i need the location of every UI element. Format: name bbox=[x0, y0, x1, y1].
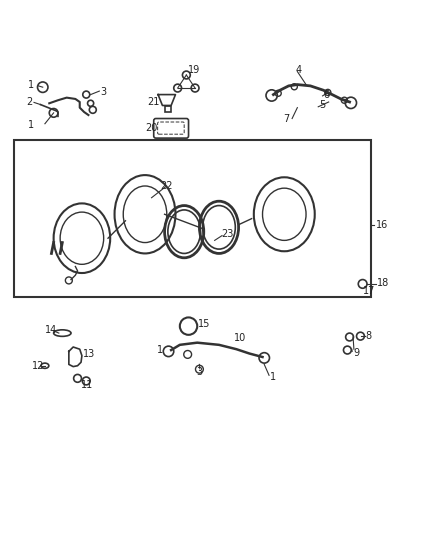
Polygon shape bbox=[69, 347, 82, 367]
Text: 5: 5 bbox=[319, 100, 325, 110]
Text: 16: 16 bbox=[376, 220, 388, 230]
Text: 13: 13 bbox=[83, 350, 95, 359]
Text: 4: 4 bbox=[295, 65, 301, 75]
Bar bbox=[165, 107, 171, 112]
Text: 17: 17 bbox=[363, 286, 375, 296]
Text: 1: 1 bbox=[270, 373, 276, 383]
Text: 3: 3 bbox=[196, 367, 202, 377]
Bar bbox=[14, 140, 371, 297]
Text: 1: 1 bbox=[28, 119, 35, 130]
FancyBboxPatch shape bbox=[154, 118, 188, 138]
Text: 15: 15 bbox=[198, 319, 211, 329]
Text: 2: 2 bbox=[26, 98, 32, 108]
Text: 6: 6 bbox=[323, 90, 329, 100]
Text: 18: 18 bbox=[377, 278, 389, 288]
Text: 1: 1 bbox=[157, 345, 163, 355]
FancyBboxPatch shape bbox=[158, 122, 184, 134]
Text: 10: 10 bbox=[234, 333, 247, 343]
Text: 12: 12 bbox=[32, 361, 44, 371]
Text: 21: 21 bbox=[147, 97, 159, 107]
Text: 23: 23 bbox=[221, 229, 233, 239]
Text: 19: 19 bbox=[187, 65, 200, 75]
Text: 9: 9 bbox=[353, 348, 359, 358]
Text: 3: 3 bbox=[101, 86, 107, 96]
Text: 14: 14 bbox=[45, 325, 57, 335]
Text: 7: 7 bbox=[283, 114, 290, 124]
Text: 22: 22 bbox=[160, 181, 173, 191]
Text: 11: 11 bbox=[81, 380, 93, 390]
Text: 1: 1 bbox=[28, 80, 35, 90]
Text: 20: 20 bbox=[145, 123, 157, 133]
Text: 8: 8 bbox=[366, 331, 372, 341]
